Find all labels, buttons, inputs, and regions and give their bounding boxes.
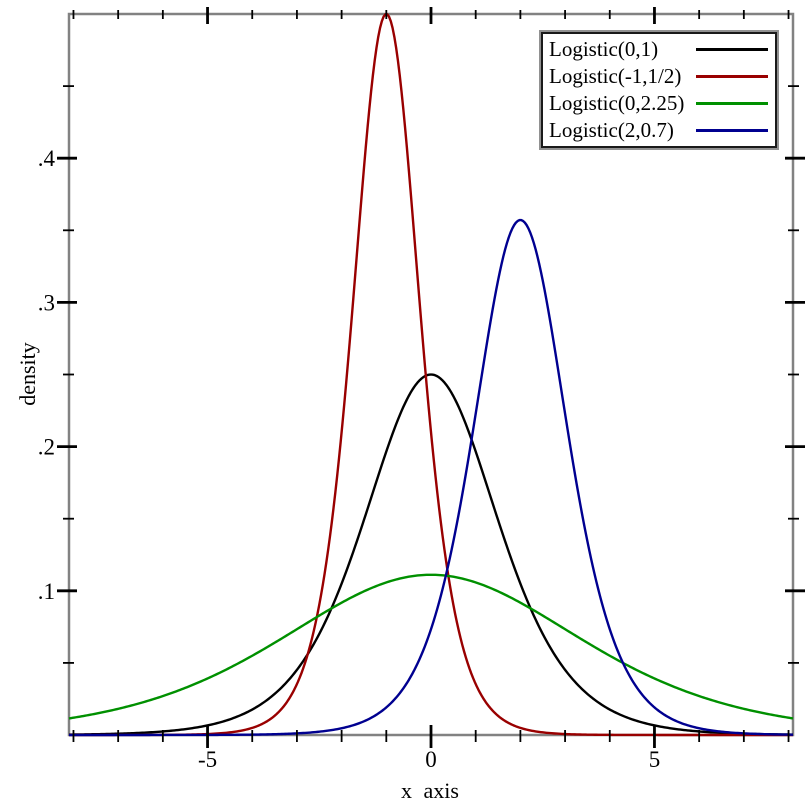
legend-line-sample — [696, 129, 768, 132]
y-tick-label: .1 — [38, 579, 55, 604]
legend-item: Logistic(0,1) — [543, 37, 775, 63]
legend-line-sample — [696, 48, 768, 51]
curve-logistic-0-2-25- — [68, 573, 794, 720]
curve-logistic-0-1- — [68, 373, 794, 736]
legend-item: Logistic(2,0.7) — [543, 118, 775, 144]
legend-item: Logistic(0,2.25) — [543, 91, 775, 117]
x-axis-title: x axis — [401, 778, 459, 803]
legend-label: Logistic(2,0.7) — [549, 118, 674, 142]
legend-label: Logistic(0,1) — [549, 37, 659, 61]
y-tick-label: .3 — [38, 290, 55, 315]
x-tick-label: 5 — [649, 747, 661, 772]
legend-label: Logistic(0,2.25) — [549, 91, 685, 115]
x-tick-label: 0 — [425, 747, 437, 772]
legend-line-sample — [696, 102, 768, 105]
legend-line-sample — [696, 75, 768, 78]
curve-logistic-2-0-7- — [69, 218, 794, 737]
y-axis-title: density — [15, 342, 40, 406]
legend: Logistic(0,1) Logistic(-1,1/2) Logistic(… — [539, 30, 779, 150]
x-tick-label: -5 — [198, 747, 217, 772]
y-tick-label: .4 — [38, 146, 56, 171]
legend-label: Logistic(-1,1/2) — [549, 64, 682, 88]
legend-item: Logistic(-1,1/2) — [543, 64, 775, 90]
legend-inner-frame: Logistic(0,1) Logistic(-1,1/2) Logistic(… — [541, 32, 777, 148]
y-tick-label: .2 — [38, 435, 55, 460]
